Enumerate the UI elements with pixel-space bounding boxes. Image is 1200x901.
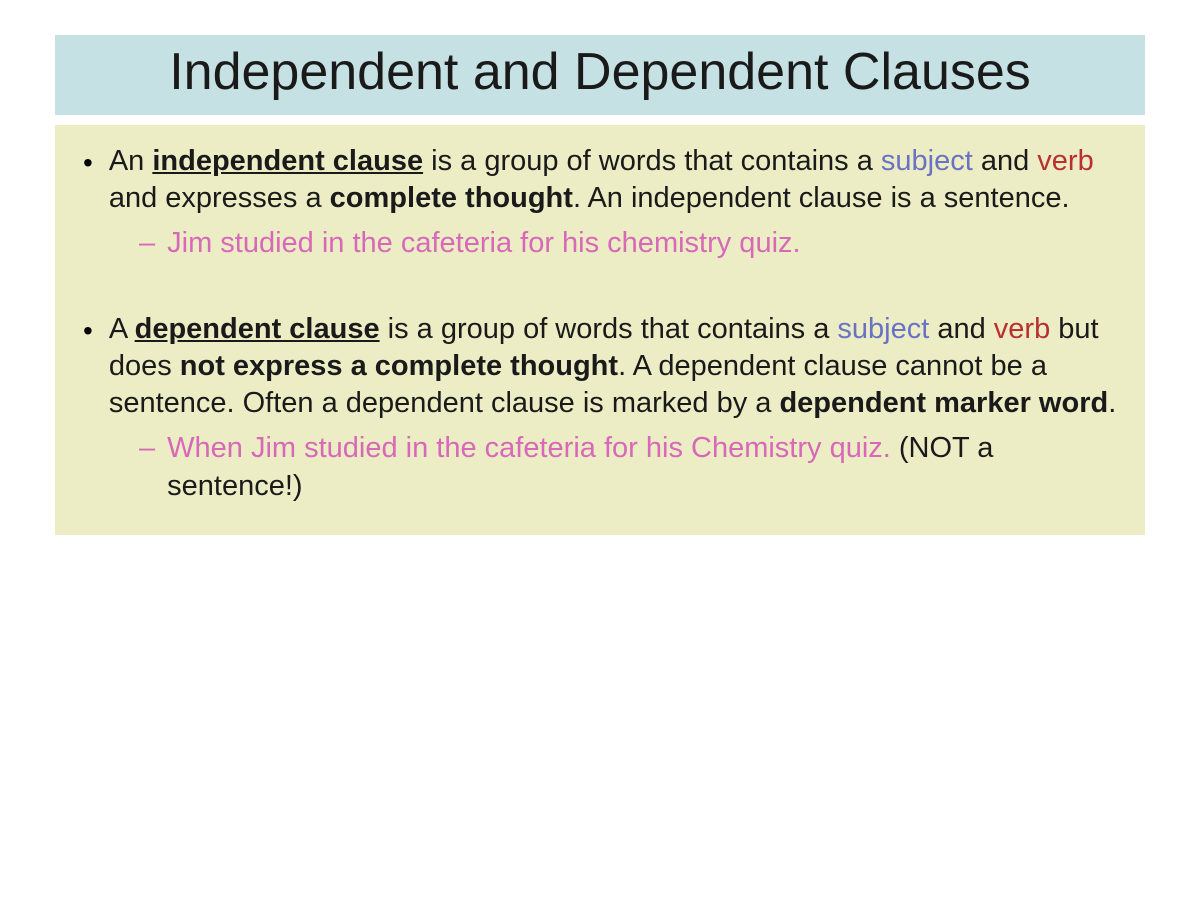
bullet-main: • A dependent clause is a group of words… (83, 311, 1117, 422)
subject-word: subject (837, 313, 929, 345)
term-dependent: dependent clause (135, 313, 380, 345)
bold-complete-thought: complete thought (330, 182, 573, 214)
text-and: and (973, 145, 1038, 177)
bullet-dot-icon: • (83, 145, 93, 181)
title-bar: Independent and Dependent Clauses (55, 35, 1145, 115)
dash-icon: – (139, 430, 155, 468)
text-mid1: is a group of words that contains a (423, 145, 881, 177)
slide-container: Independent and Dependent Clauses • An i… (55, 35, 1145, 535)
example-text: When Jim studied in the cafeteria for hi… (167, 430, 1117, 505)
bold-marker-word: dependent marker word (779, 387, 1108, 419)
text-pre: A (109, 313, 135, 345)
bullet-text: A dependent clause is a group of words t… (109, 311, 1117, 422)
slide-title: Independent and Dependent Clauses (75, 43, 1125, 103)
text-mid4: . (1108, 387, 1116, 419)
text-pre: An (109, 145, 153, 177)
subject-word: subject (881, 145, 973, 177)
dash-icon: – (139, 225, 155, 263)
bullet-dot-icon: • (83, 313, 93, 349)
example-sentence: When Jim studied in the cafeteria for hi… (167, 432, 899, 464)
term-independent: independent clause (152, 145, 423, 177)
bold-not-express: not express a complete thought (180, 350, 618, 382)
verb-word: verb (1037, 145, 1093, 177)
bullet-item-independent: • An independent clause is a group of wo… (83, 143, 1117, 263)
text-mid1: is a group of words that contains a (380, 313, 838, 345)
text-mid2: and expresses a (109, 182, 330, 214)
example-text: Jim studied in the cafeteria for his che… (167, 225, 800, 263)
content-box: • An independent clause is a group of wo… (55, 125, 1145, 536)
text-mid3: . An independent clause is a sentence. (573, 182, 1070, 214)
example-line: – Jim studied in the cafeteria for his c… (139, 225, 1117, 263)
bullet-main: • An independent clause is a group of wo… (83, 143, 1117, 217)
verb-word: verb (994, 313, 1050, 345)
example-sentence: Jim studied in the cafeteria for his che… (167, 227, 800, 259)
text-and: and (929, 313, 994, 345)
bullet-item-dependent: • A dependent clause is a group of words… (83, 311, 1117, 506)
example-line: – When Jim studied in the cafeteria for … (139, 430, 1117, 505)
bullet-text: An independent clause is a group of word… (109, 143, 1117, 217)
